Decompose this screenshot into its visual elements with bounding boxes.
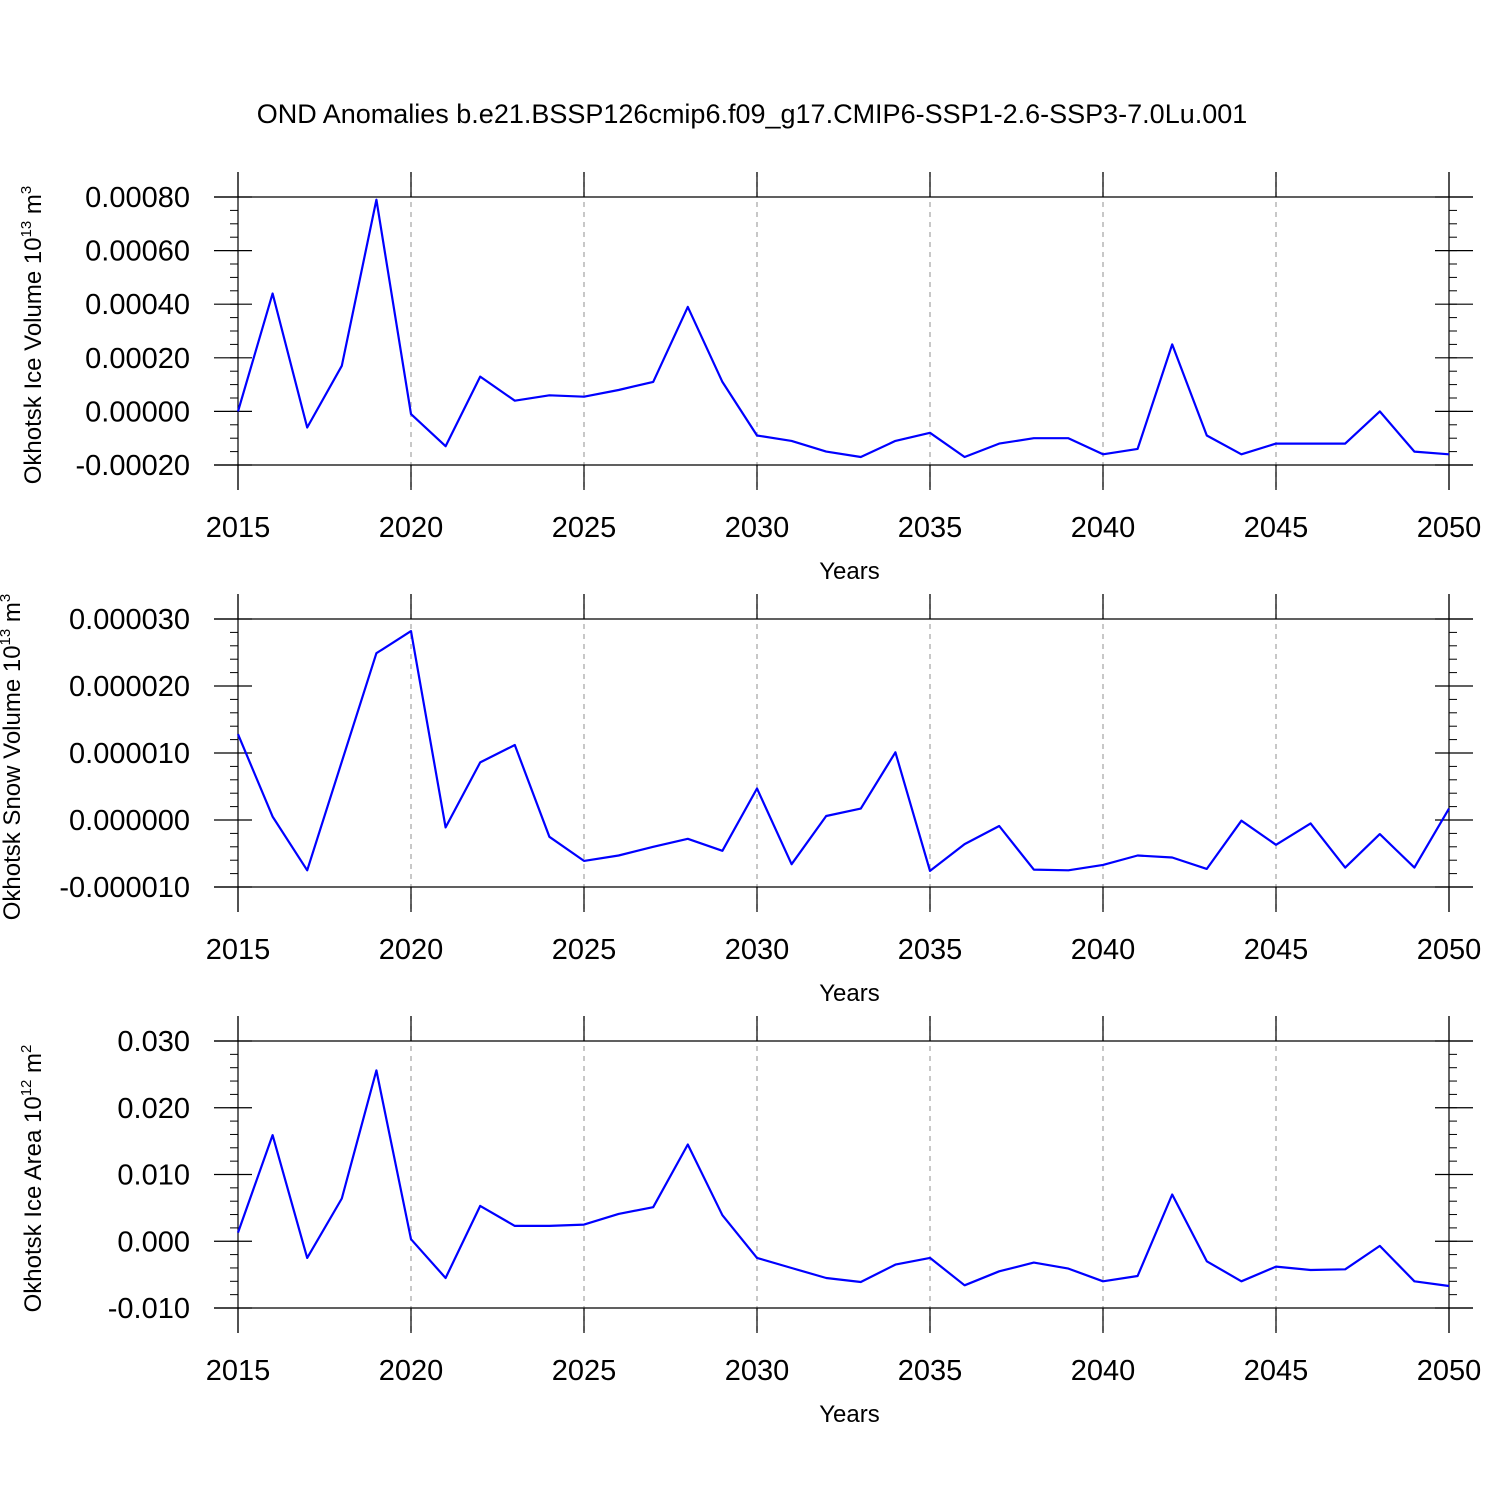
x-tick-label: 2040 xyxy=(1071,934,1136,966)
x-tick-label: 2040 xyxy=(1071,1355,1136,1387)
panel-3: 2015 2020 2025 2030 2035 2040 2045 2050 -0.010 0.… xyxy=(18,1016,1481,1428)
series-line xyxy=(236,198,1450,459)
x-tick-label: 2030 xyxy=(725,512,790,544)
y-tick-label: 0.00080 xyxy=(85,182,190,214)
y-axis-label: Okhotsk Ice Volume 1013 m3 xyxy=(18,186,47,485)
x-tick-label: 2035 xyxy=(898,1355,963,1387)
x-tick-label: 2015 xyxy=(206,1355,271,1387)
y-tick-label: -0.010 xyxy=(108,1293,190,1325)
x-tick-label: 2045 xyxy=(1244,1355,1309,1387)
x-tick-label: 2050 xyxy=(1417,1355,1482,1387)
y-tick-label: 0.000000 xyxy=(69,805,190,837)
x-tick-label: 2020 xyxy=(379,512,444,544)
y-tick-label: 0.000 xyxy=(117,1226,190,1258)
y-tick-label: -0.00020 xyxy=(76,450,191,482)
y-tick-label: 0.00040 xyxy=(85,289,190,321)
x-tick-label: 2025 xyxy=(552,1355,617,1387)
panel-2: 2015 2020 2025 2030 2035 2040 2045 2050 -0.00001… xyxy=(0,594,1481,1007)
panel-1: 2015 2020 2025 2030 2035 2040 2045 2050 -0.00020… xyxy=(18,172,1481,585)
x-axis-label: Years xyxy=(819,1401,880,1428)
y-tick-label: 0.00020 xyxy=(85,343,190,375)
x-tick-label: 2030 xyxy=(725,1355,790,1387)
y-tick-label: 0.00060 xyxy=(85,236,190,268)
x-tick-label: 2050 xyxy=(1417,934,1482,966)
x-tick-label: 2045 xyxy=(1244,512,1309,544)
y-tick-label: 0.00000 xyxy=(85,396,190,428)
y-axis-label: Okhotsk Snow Volume 1013 m3 xyxy=(0,594,26,921)
x-tick-label: 2030 xyxy=(725,934,790,966)
series-line xyxy=(236,1069,1450,1288)
y-tick-label: 0.030 xyxy=(117,1026,190,1058)
y-tick-label: 0.000010 xyxy=(69,738,190,770)
x-tick-label: 2035 xyxy=(898,934,963,966)
y-tick-label: 0.010 xyxy=(117,1160,190,1192)
x-tick-label: 2025 xyxy=(552,934,617,966)
x-tick-label: 2050 xyxy=(1417,512,1482,544)
x-tick-label: 2020 xyxy=(379,934,444,966)
y-tick-label: 0.000030 xyxy=(69,604,190,636)
y-axis-label: Okhotsk Ice Area 1012 m2 xyxy=(18,1045,47,1313)
x-tick-label: 2015 xyxy=(206,512,271,544)
y-tick-label: 0.000020 xyxy=(69,671,190,703)
x-tick-label: 2015 xyxy=(206,934,271,966)
x-tick-label: 2020 xyxy=(379,1355,444,1387)
x-tick-label: 2035 xyxy=(898,512,963,544)
chart-title: OND Anomalies b.e21.BSSP126cmip6.f09_g17… xyxy=(257,99,1248,129)
x-tick-label: 2040 xyxy=(1071,512,1136,544)
y-tick-label: -0.000010 xyxy=(59,872,190,904)
y-tick-label: 0.020 xyxy=(117,1093,190,1125)
x-tick-label: 2045 xyxy=(1244,934,1309,966)
x-tick-label: 2025 xyxy=(552,512,617,544)
x-axis-label: Years xyxy=(819,980,880,1007)
x-axis-label: Years xyxy=(819,558,880,585)
series-line xyxy=(236,630,1450,872)
